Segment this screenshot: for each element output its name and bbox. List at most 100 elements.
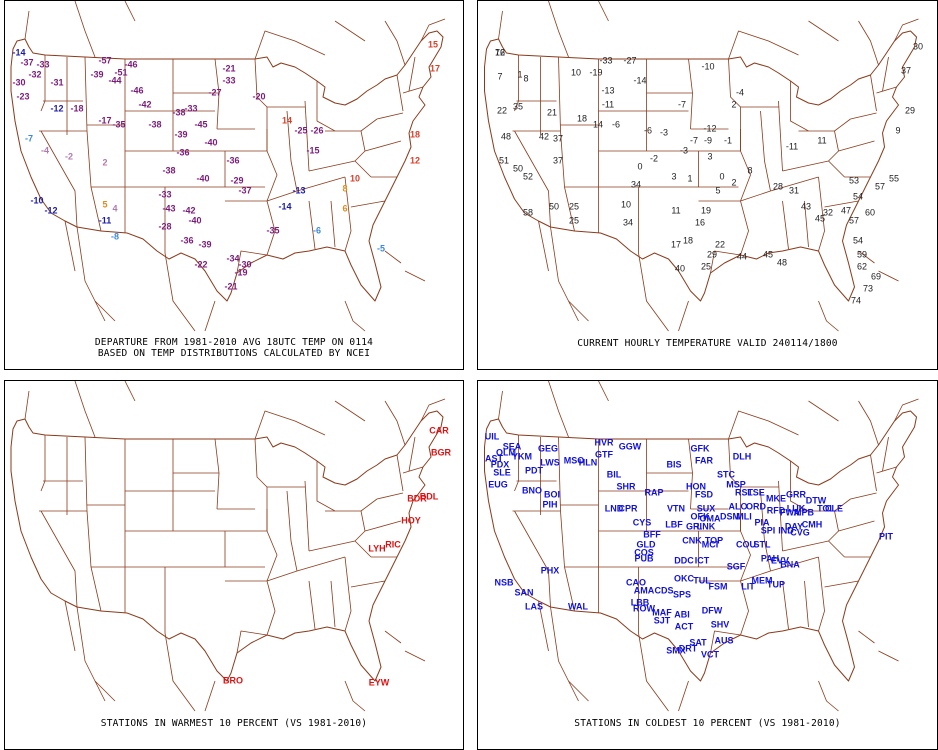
current-temperature-value: 73: [862, 283, 874, 294]
departure-value: -42: [182, 205, 196, 216]
state-boundary: [308, 160, 356, 172]
cold-station-code: CPR: [618, 503, 638, 514]
state-boundary: [870, 74, 877, 112]
warm-station-code: BRO: [223, 675, 243, 686]
coastline: [858, 250, 875, 264]
departure-value: -12: [44, 205, 58, 216]
state-boundary: [770, 176, 819, 192]
cold-station-code: BIL: [606, 469, 622, 480]
cold-station-code: ALO: [728, 501, 748, 512]
cold-station-code: MSO: [563, 455, 585, 466]
mexico-boundary: [550, 606, 579, 702]
current-temperature-value: 1: [687, 173, 693, 184]
mexico-boundary: [76, 226, 106, 322]
cold-station-code: GFK: [690, 443, 710, 454]
cold-station-code: CAO: [626, 577, 646, 588]
current-temperature-map-panel: 12 -33 -27 7 1 10 -19 -14 -10 30 37 8 -13 -11 -4 22 35 -7…: [477, 0, 938, 370]
state-boundary: [882, 436, 889, 472]
warm-station-code: BGR: [431, 447, 451, 458]
province-boundary: [254, 30, 326, 60]
departure-value: -30: [238, 259, 252, 270]
state-boundary: [828, 510, 839, 542]
us-outline: [10, 30, 444, 302]
warm-station-code: BDR: [407, 493, 427, 504]
cold-station-code: SHR: [616, 481, 636, 492]
current-temperature-value: -6: [643, 125, 653, 136]
current-temperature-value: 50: [548, 201, 560, 212]
current-temperature-value: 21: [546, 107, 558, 118]
departure-value: 2: [102, 157, 108, 168]
current-temperature-value: 19: [700, 205, 712, 216]
departure-value: -57: [98, 55, 112, 66]
current-temperature-value: -12: [703, 123, 717, 134]
state-boundary: [850, 112, 877, 120]
current-temperature-value: 57: [848, 215, 860, 226]
cold-station-code: DAY: [784, 521, 804, 532]
current-temperature-value: -1: [723, 135, 733, 146]
cold-station-code: PAH: [760, 553, 780, 564]
cold-station-code: ABI: [674, 609, 690, 620]
state-boundary: [266, 200, 276, 256]
state-boundary: [304, 100, 310, 172]
mexico-boundary: [64, 220, 76, 272]
cold-station-code: LNK: [696, 521, 716, 532]
cold-station-code: GEG: [537, 443, 559, 454]
departure-value: -29: [230, 175, 244, 186]
mexico-boundary: [204, 300, 216, 332]
province-boundary: [24, 390, 30, 420]
current-temperature-value: 28: [772, 181, 784, 192]
departure-value: -14: [12, 47, 26, 58]
coldest-stations-map-panel: UIL SEA OLM AST YKM PDX SLE EUG GEG LWS PDT MSO HVR G…: [477, 380, 938, 750]
state-boundary: [882, 56, 889, 92]
cold-station-code: TUP: [767, 579, 785, 590]
province-boundary: [548, 381, 569, 438]
state-boundary: [266, 150, 278, 202]
mexico-boundary: [678, 300, 689, 332]
state-boundary: [770, 556, 819, 572]
departure-value: -30: [12, 77, 26, 88]
departure-value: 6: [342, 203, 348, 214]
state-boundary: [376, 492, 404, 500]
mexico-boundary: [64, 600, 76, 652]
current-temperature-value: 40: [674, 263, 686, 274]
cold-station-code: STL: [753, 539, 771, 550]
current-temperature-value: 37: [552, 155, 564, 166]
current-temperature-value: 0: [637, 161, 643, 172]
cold-station-code: AUS: [714, 635, 734, 646]
departure-value: -7: [24, 133, 34, 144]
province-boundary: [728, 410, 799, 440]
current-temperature-value: 34: [630, 179, 642, 190]
departure-caption-line1: DEPARTURE FROM 1981-2010 AVG 18UTC TEMP …: [94, 337, 374, 348]
state-boundary: [876, 86, 897, 94]
cold-station-code: MEM: [751, 575, 773, 586]
current-temperature-value: -9: [703, 135, 713, 146]
state-boundary: [350, 580, 386, 588]
cold-station-code: YKM: [512, 451, 532, 462]
departure-value: -32: [28, 69, 42, 80]
cold-station-code: LAS: [525, 601, 543, 612]
departure-value: -18: [70, 103, 84, 114]
state-boundary: [828, 130, 839, 162]
state-boundary: [330, 200, 336, 248]
state-boundary: [838, 520, 875, 532]
state-boundary: [818, 176, 825, 252]
current-temperature-value: 43: [800, 201, 812, 212]
cold-station-code: MLI: [736, 511, 752, 522]
cold-station-code: PIA: [754, 517, 770, 528]
state-boundary: [254, 438, 268, 488]
departure-value: -37: [20, 57, 34, 68]
state-boundary: [330, 580, 336, 628]
departure-value: 15: [427, 39, 439, 50]
state-boundary: [396, 454, 404, 492]
cold-station-code: NSB: [494, 577, 514, 588]
state-boundary: [354, 540, 372, 558]
current-temperature-value: -7: [677, 99, 687, 110]
state-boundary: [308, 200, 316, 250]
cold-station-code: PIH: [542, 499, 558, 510]
current-temperature-value: 25: [700, 261, 712, 272]
current-temperature-value: -10: [701, 61, 715, 72]
state-boundary: [364, 140, 402, 152]
state-boundary: [728, 438, 741, 488]
departure-map-panel: -14 -37 -33 -32 -30 -31 -23 -57 -46 -51 -39 -44 -12-…: [4, 0, 464, 370]
state-boundary: [782, 580, 789, 630]
